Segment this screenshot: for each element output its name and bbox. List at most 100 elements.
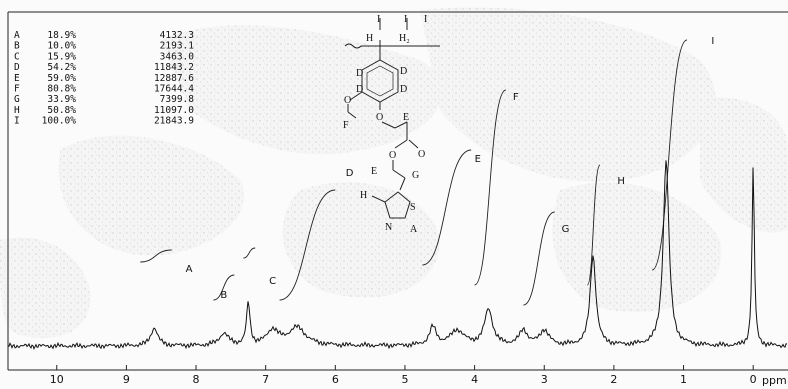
integral-label-A: A	[186, 264, 193, 275]
table-value: 11843.2	[154, 62, 194, 73]
atom-label-10: O	[344, 95, 351, 106]
integral-curve-B	[213, 274, 235, 301]
atom-label-16: E	[371, 166, 377, 177]
integral-label-G: G	[562, 224, 570, 235]
table-percent: 50.8%	[47, 105, 76, 116]
atom-label-5: H₂	[399, 33, 410, 44]
integral-label-H: H	[617, 176, 625, 187]
integral-labels: A B C D E F G H I	[186, 36, 715, 301]
table-value: 21843.9	[154, 116, 194, 127]
integral-curve-E	[422, 149, 472, 266]
thiazole-ring	[384, 191, 411, 219]
atom-label-14: O	[418, 149, 425, 160]
table-label: E	[14, 73, 20, 84]
methyl-bond	[347, 111, 357, 119]
ring-h-bond	[371, 195, 386, 203]
table-value: 11097.0	[154, 105, 194, 116]
atom-label-4: H	[366, 33, 373, 44]
x-tick-label-3: 7	[262, 373, 269, 386]
atom-label-3: I	[424, 14, 427, 25]
table-row: E 59.0% 12887.6	[14, 73, 194, 84]
table-row: F 80.8% 17644.4	[14, 84, 194, 95]
table-label: I	[14, 116, 20, 127]
table-label: D	[14, 62, 20, 73]
ethyl-bond-1	[392, 169, 406, 179]
och2-bond	[381, 121, 396, 129]
table-label: F	[14, 84, 20, 95]
table-label: A	[14, 30, 20, 41]
table-row: B 10.0% 2193.1	[14, 41, 194, 52]
ethyl-bond-2	[399, 177, 406, 191]
integral-table: A 18.9% 4132.3 B 10.0% 2193.1 C 15.9% 3463.0 D 54.…	[14, 30, 194, 127]
spectrum-trace	[8, 160, 788, 350]
table-percent: 10.0%	[47, 41, 76, 52]
chemical-structure	[344, 18, 440, 219]
carbonyl-bond	[408, 139, 419, 149]
table-percent: 59.0%	[47, 73, 76, 84]
table-percent: 54.2%	[47, 62, 76, 73]
table-row: C 15.9% 3463.0	[14, 51, 194, 62]
atom-label-19: S	[410, 202, 416, 213]
x-axis-title: ppm	[762, 374, 787, 387]
integral-label-F: F	[513, 92, 519, 103]
wavy-bond	[344, 43, 362, 49]
integral-label-I: I	[711, 36, 714, 47]
atom-label-13: E	[403, 112, 409, 123]
integral-curve-F	[474, 89, 507, 286]
integral-curve-D	[279, 189, 336, 301]
atom-label-8: D	[356, 84, 363, 95]
x-tick-label-10: 0	[750, 373, 757, 386]
x-axis-ticks	[56, 365, 754, 370]
integral-curve-A	[140, 249, 172, 263]
table-percent: 18.9%	[47, 30, 76, 41]
integral-curve-C	[243, 247, 256, 259]
ester-bond	[394, 139, 408, 149]
table-value: 7399.8	[160, 94, 195, 105]
table-label: H	[14, 105, 20, 116]
atom-label-17: G	[412, 170, 419, 181]
scan-noise	[0, 7, 788, 338]
atom-label-1: I	[377, 14, 380, 25]
x-axis-labels: 10 9 8 7 6 5 4 3 2 1 0	[50, 373, 757, 386]
x-tick-label-2: 8	[193, 373, 200, 386]
ring-to-o-bond	[349, 91, 363, 101]
integral-label-B: B	[220, 290, 227, 301]
table-row: D 54.2% 11843.2	[14, 62, 194, 73]
x-tick-label-9: 1	[680, 373, 687, 386]
table-label: G	[14, 94, 20, 105]
ch2-bond	[394, 121, 408, 129]
x-tick-label-7: 3	[541, 373, 548, 386]
table-percent: 33.9%	[47, 94, 76, 105]
atom-label-18: H	[360, 190, 367, 201]
atom-label-2: I	[404, 14, 407, 25]
table-value: 2193.1	[160, 41, 195, 52]
atom-label-12: O	[376, 112, 383, 123]
table-value: 4132.3	[160, 30, 194, 41]
table-label: B	[14, 41, 20, 52]
atom-label-11: F	[343, 120, 349, 131]
integral-label-C: C	[269, 276, 276, 287]
integral-curves	[140, 39, 688, 306]
integral-curve-I	[651, 39, 688, 271]
atom-label-6: D	[356, 68, 363, 79]
structure-atom-labels: I I I H H₂ D D D D O F O E O O E G H S N…	[343, 14, 427, 235]
x-tick-label-5: 5	[401, 373, 408, 386]
benzene-inner	[366, 65, 394, 97]
integral-label-D: D	[346, 168, 354, 179]
atom-label-15: O	[389, 150, 396, 161]
x-tick-label-6: 4	[471, 373, 478, 386]
x-tick-label-4: 6	[332, 373, 339, 386]
integral-label-E: E	[475, 154, 481, 165]
atom-label-7: D	[400, 66, 407, 77]
table-label: C	[14, 51, 20, 62]
table-value: 17644.4	[154, 84, 194, 95]
atom-label-9: D	[400, 84, 407, 95]
table-row: A 18.9% 4132.3	[14, 30, 194, 41]
x-tick-label-1: 9	[123, 373, 130, 386]
table-value: 3463.0	[160, 51, 195, 62]
integral-curve-G	[523, 211, 555, 306]
table-percent: 80.8%	[47, 84, 76, 95]
x-tick-label-0: 10	[50, 373, 64, 386]
